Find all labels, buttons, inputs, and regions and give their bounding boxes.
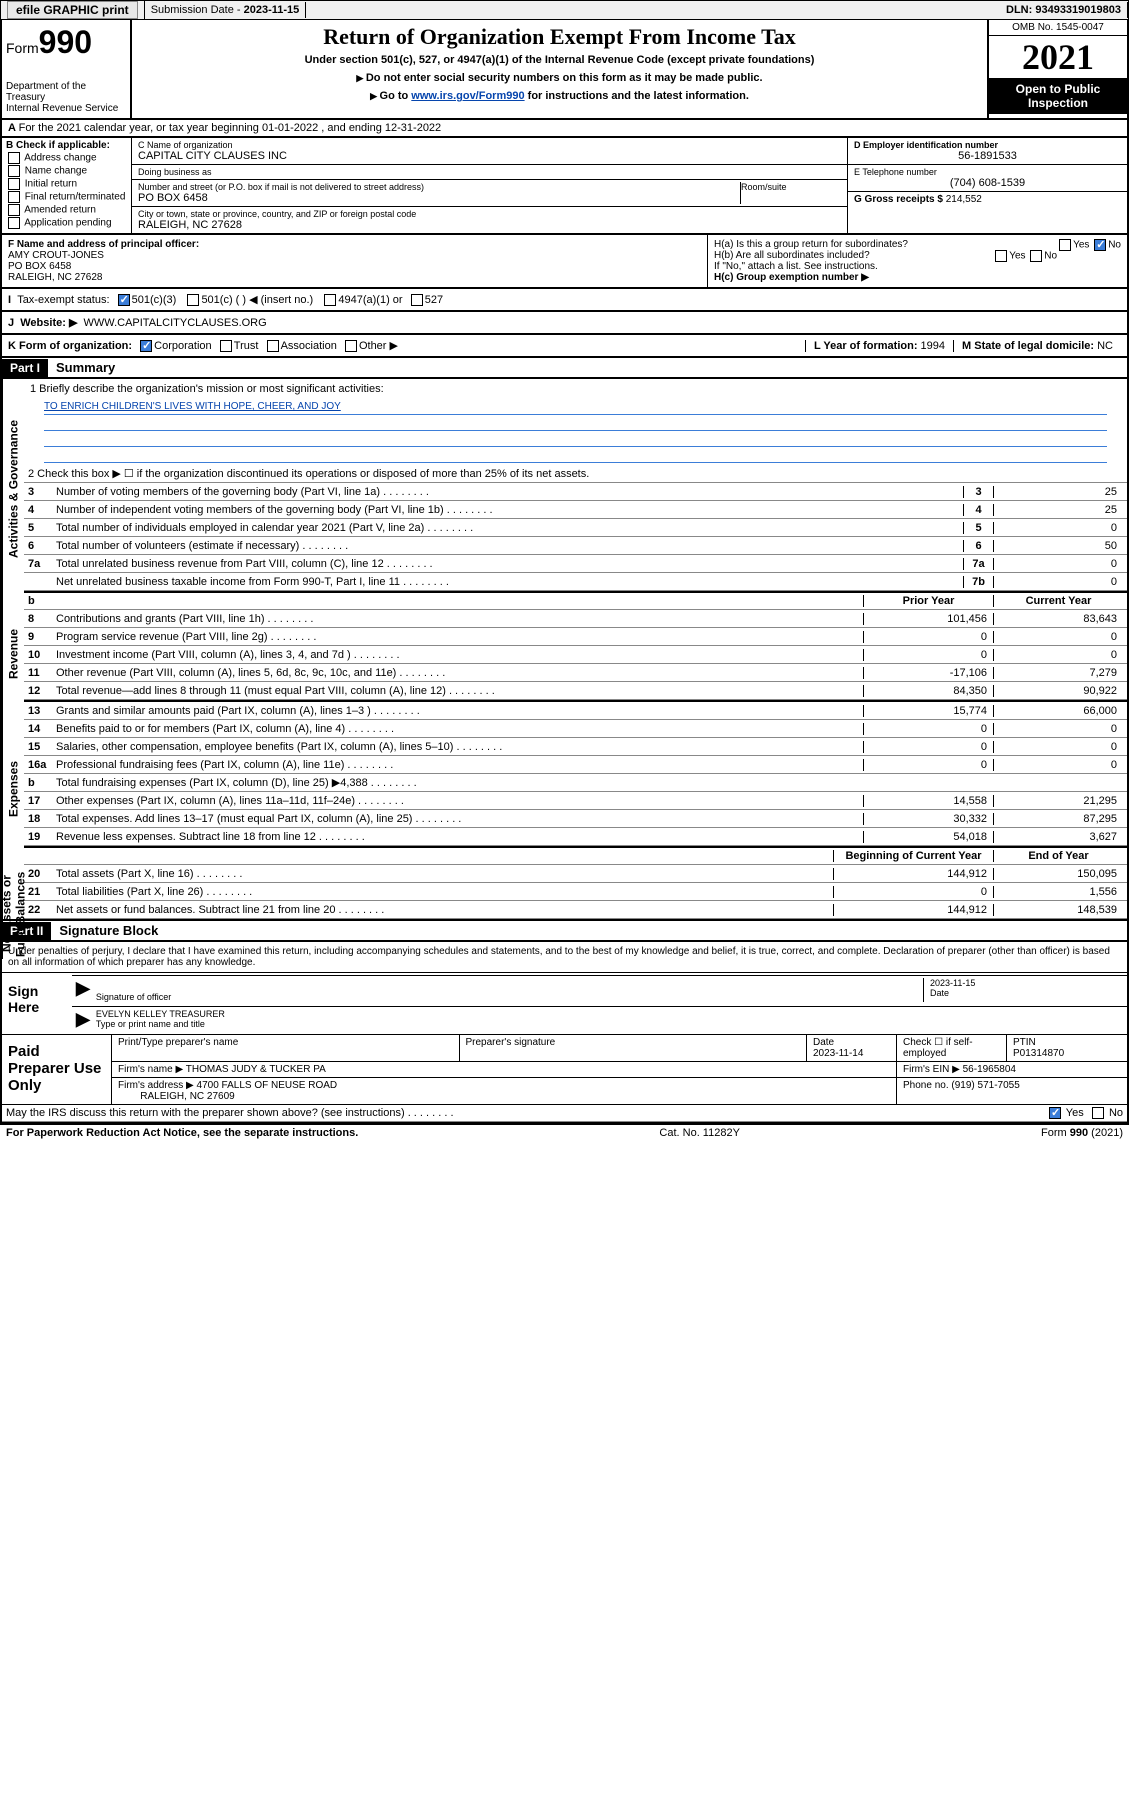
line-2: 2 Check this box ▶ ☐ if the organization… (24, 465, 1127, 483)
gov-line: 5Total number of individuals employed in… (24, 519, 1127, 537)
chk-amended[interactable]: Amended return (6, 204, 127, 216)
form-header: Form990 Department of the Treasury Inter… (0, 20, 1129, 120)
discuss-yes[interactable] (1049, 1107, 1061, 1119)
data-line: 13Grants and similar amounts paid (Part … (24, 702, 1127, 720)
chk-final[interactable]: Final return/terminated (6, 191, 127, 203)
officer-sig-name: EVELYN KELLEY TREASURER (96, 1009, 225, 1019)
data-line: 17Other expenses (Part IX, column (A), l… (24, 792, 1127, 810)
data-line: 9Program service revenue (Part VIII, lin… (24, 628, 1127, 646)
row-j: J Website: ▶ WWW.CAPITALCITYCLAUSES.ORG (0, 312, 1129, 335)
data-line: 14Benefits paid to or for members (Part … (24, 720, 1127, 738)
vtab-rev: Revenue (2, 599, 24, 709)
data-line: 15Salaries, other compensation, employee… (24, 738, 1127, 756)
omb: OMB No. 1545-0047 (989, 20, 1127, 36)
chk-pending[interactable]: Application pending (6, 217, 127, 229)
part1-body: Activities & Governance Revenue Expenses… (0, 379, 1129, 921)
irs-link[interactable]: www.irs.gov/Form990 (411, 90, 524, 102)
gov-line: Net unrelated business taxable income fr… (24, 573, 1127, 591)
data-line: 20Total assets (Part X, line 16)144,9121… (24, 865, 1127, 883)
part2-hdr: Part IISignature Block (0, 921, 1129, 942)
chk-501c3[interactable] (118, 294, 130, 306)
col-b: B Check if applicable: Address change Na… (2, 138, 132, 233)
data-line: 16aProfessional fundraising fees (Part I… (24, 756, 1127, 774)
dln: DLN: 93493319019803 (1000, 2, 1128, 18)
gov-line: 3Number of voting members of the governi… (24, 483, 1127, 501)
dept-label: Department of the Treasury Internal Reve… (6, 81, 126, 114)
vtab-gov: Activities & Governance (2, 379, 24, 599)
submission-cell: Submission Date - 2023-11-15 (145, 2, 307, 18)
website[interactable]: WWW.CAPITALCITYCLAUSES.ORG (84, 317, 267, 329)
chk-corp[interactable] (140, 340, 152, 352)
gross-receipts: 214,552 (946, 194, 982, 205)
note-ssn: Do not enter social security numbers on … (136, 72, 983, 84)
city: RALEIGH, NC 27628 (138, 219, 841, 231)
open-inspection: Open to Public Inspection (989, 78, 1127, 114)
data-line: 22Net assets or fund balances. Subtract … (24, 901, 1127, 919)
gov-line: 7aTotal unrelated business revenue from … (24, 555, 1127, 573)
mission-q: 1 Briefly describe the organization's mi… (24, 379, 1127, 399)
perjury-text: Under penalties of perjury, I declare th… (2, 942, 1127, 972)
form-number: Form990 (6, 24, 126, 61)
org-name: CAPITAL CITY CLAUSES INC (138, 150, 841, 162)
data-line: 18Total expenses. Add lines 13–17 (must … (24, 810, 1127, 828)
data-line: 8Contributions and grants (Part VIII, li… (24, 610, 1127, 628)
phone: (704) 608-1539 (854, 177, 1121, 189)
block-bcd: B Check if applicable: Address change Na… (0, 138, 1129, 235)
sign-here: Sign Here (2, 973, 72, 1034)
chk-name[interactable]: Name change (6, 165, 127, 177)
gov-line: 6Total number of volunteers (estimate if… (24, 537, 1127, 555)
data-line: 10Investment income (Part VIII, column (… (24, 646, 1127, 664)
tax-year: 2021 (989, 36, 1127, 78)
section-a: A For the 2021 calendar year, or tax yea… (0, 120, 1129, 138)
street: PO BOX 6458 (138, 192, 740, 204)
form-subtitle: Under section 501(c), 527, or 4947(a)(1)… (136, 54, 983, 66)
form-title: Return of Organization Exempt From Incom… (136, 24, 983, 50)
col-c: C Name of organizationCAPITAL CITY CLAUS… (132, 138, 847, 233)
efile-btn[interactable]: efile GRAPHIC print (7, 1, 138, 19)
signature-block: Under penalties of perjury, I declare th… (0, 942, 1129, 1124)
data-line: 21Total liabilities (Part X, line 26)01,… (24, 883, 1127, 901)
row-i: I Tax-exempt status: 501(c)(3) 501(c) ( … (0, 289, 1129, 312)
top-bar: efile GRAPHIC print Submission Date - 20… (0, 0, 1129, 20)
row-k: K Form of organization: Corporation Trus… (0, 335, 1129, 358)
data-line: bTotal fundraising expenses (Part IX, co… (24, 774, 1127, 792)
block-fh: F Name and address of principal officer:… (0, 235, 1129, 289)
chk-initial[interactable]: Initial return (6, 178, 127, 190)
data-line: 11Other revenue (Part VIII, column (A), … (24, 664, 1127, 682)
footer: For Paperwork Reduction Act Notice, see … (0, 1124, 1129, 1141)
paid-preparer-label: Paid Preparer Use Only (2, 1035, 112, 1104)
vtab-exp: Expenses (2, 709, 24, 869)
col-d: D Employer identification number56-18915… (847, 138, 1127, 233)
vtab-net: Net Assets or Fund Balances (2, 869, 24, 959)
gov-line: 4Number of independent voting members of… (24, 501, 1127, 519)
officer-name: AMY CROUT-JONES (8, 250, 104, 261)
ein: 56-1891533 (854, 150, 1121, 162)
data-line: 12Total revenue—add lines 8 through 11 (… (24, 682, 1127, 700)
mission-text[interactable]: TO ENRICH CHILDREN'S LIVES WITH HOPE, CH… (44, 401, 1107, 415)
data-line: 19Revenue less expenses. Subtract line 1… (24, 828, 1127, 846)
chk-address[interactable]: Address change (6, 152, 127, 164)
note-link: Go to www.irs.gov/Form990 for instructio… (136, 90, 983, 102)
part1-hdr: Part ISummary (0, 358, 1129, 379)
